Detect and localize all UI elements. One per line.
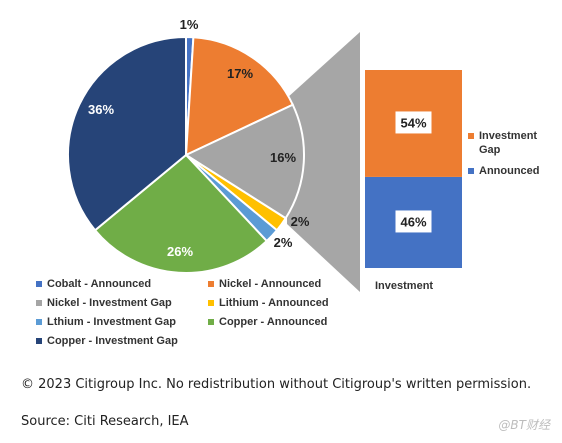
pie-data-label-5: 26% [167, 244, 193, 259]
pie-data-label-1: 17% [227, 66, 253, 81]
legend-label-0: Cobalt - Announced [47, 278, 151, 290]
bar-data-label-1: 54% [400, 115, 426, 130]
connector-funnel [287, 32, 360, 292]
legend-label-6: Copper - Investment Gap [47, 335, 178, 347]
bar-category-label: Investment [375, 280, 433, 292]
source-note: Source: Citi Research, IEA [21, 414, 189, 429]
chart: 1% 17% 16% 2% 2% 26% 36% 46% 54% Investment Coba… [36, 17, 540, 347]
watermark: @BT财经 [498, 418, 550, 432]
bar-legend: Investment Gap Announced [468, 130, 540, 177]
pie-slice-1 [184, 36, 295, 157]
pie-data-label-0: 1% [180, 17, 199, 32]
bar-label-box-0 [395, 210, 432, 233]
legend-label-3: Lithium - Announced [219, 297, 329, 309]
legend-swatch-1 [208, 281, 214, 287]
connector-layer [287, 32, 360, 292]
pie-legend: Cobalt - Announced Nickel - Announced Nick… [36, 278, 329, 347]
legend-swatch-5 [208, 319, 214, 325]
legend-label-5: Copper - Announced [219, 316, 327, 328]
bar-legend-label-1: Announced [479, 165, 540, 177]
pie-chart: 1% 17% 16% 2% 2% 26% 36% [67, 17, 310, 274]
bar-legend-label-0: Investment Gap [479, 130, 537, 156]
pie-data-label-2: 16% [270, 150, 296, 165]
pie-data-label-4: 2% [274, 235, 293, 250]
legend-label-4: Lthium - Investment Gap [47, 316, 176, 328]
pie-data-label-6: 36% [88, 102, 114, 117]
legend-swatch-0 [36, 281, 42, 287]
pie-slice-6 [67, 35, 187, 232]
pie-slice-2 [183, 103, 305, 220]
stacked-bar-chart: 46% 54% Investment [365, 70, 462, 292]
legend-swatch-4 [36, 319, 42, 325]
bar-data-label-0: 46% [400, 214, 426, 229]
pie-data-label-3: 2% [291, 214, 310, 229]
bar-legend-swatch-1 [468, 168, 474, 174]
legend-swatch-2 [36, 300, 42, 306]
pie-slice-5 [93, 153, 269, 274]
legend-label-2: Nickel - Investment Gap [47, 297, 172, 309]
legend-swatch-3 [208, 300, 214, 306]
bar-legend-swatch-0 [468, 133, 474, 139]
legend-label-1: Nickel - Announced [219, 278, 321, 290]
bar-label-box-1 [395, 111, 432, 134]
copyright-note: © 2023 Citigroup Inc. No redistribution … [21, 377, 532, 392]
legend-swatch-6 [36, 338, 42, 344]
